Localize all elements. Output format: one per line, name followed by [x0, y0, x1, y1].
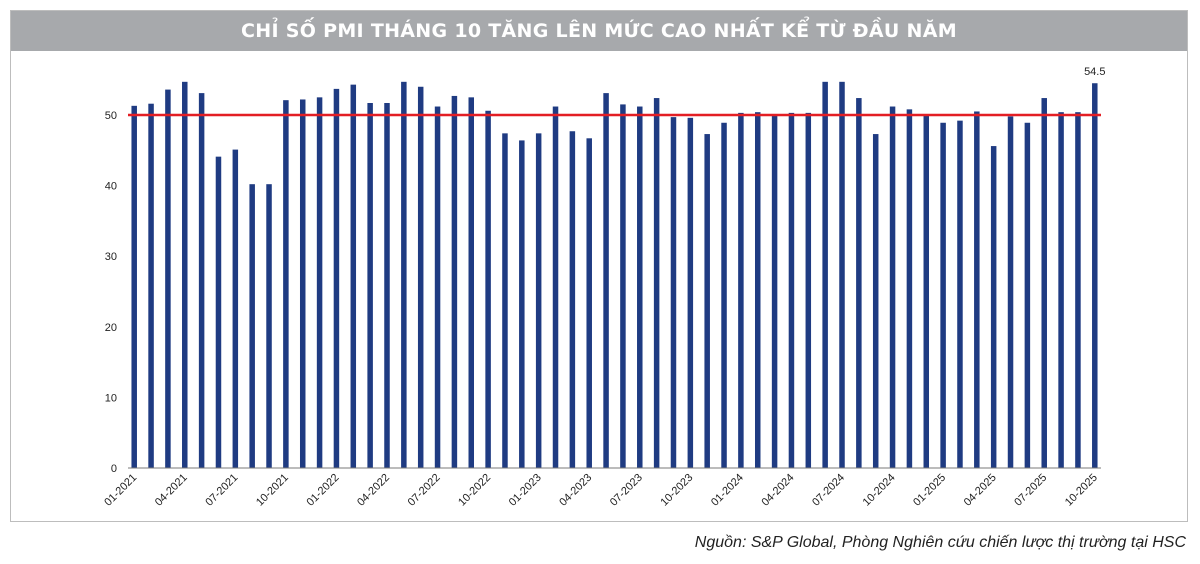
y-tick-label: 0 — [111, 463, 117, 475]
x-tick-label: 07-2024 — [810, 472, 847, 509]
bar — [856, 98, 862, 468]
bar — [266, 184, 272, 469]
bar — [771, 115, 778, 469]
bar — [148, 103, 154, 469]
bar — [990, 146, 997, 468]
x-tick-label: 04-2025 — [962, 472, 999, 509]
bar — [367, 102, 373, 469]
x-tick-label: 10-2024 — [861, 472, 898, 509]
bar — [350, 84, 357, 468]
bar — [316, 97, 323, 468]
bar — [299, 99, 306, 468]
bar — [637, 106, 643, 468]
y-tick-label: 20 — [105, 322, 117, 334]
bar — [182, 81, 188, 469]
bar — [653, 98, 660, 468]
bar — [333, 88, 340, 469]
bar — [569, 131, 576, 468]
bar — [822, 81, 828, 469]
x-tick-label: 07-2021 — [203, 472, 240, 509]
bar — [249, 184, 255, 469]
x-tick-label: 04-2022 — [355, 472, 392, 509]
bar — [417, 86, 424, 468]
x-tick-label: 10-2025 — [1063, 472, 1100, 509]
bar — [1041, 98, 1047, 468]
bar — [906, 109, 913, 469]
x-tick-label: 10-2022 — [456, 472, 493, 509]
bar — [535, 133, 542, 468]
bar — [1075, 112, 1081, 468]
bar — [198, 93, 205, 468]
x-tick-label: 07-2025 — [1012, 472, 1049, 509]
bar — [670, 117, 677, 469]
bar — [754, 112, 761, 468]
bars — [131, 81, 1098, 469]
bar — [620, 104, 626, 468]
x-tick-label: 04-2023 — [557, 472, 594, 509]
bar — [485, 110, 491, 468]
x-tick-label: 04-2021 — [153, 472, 190, 509]
bar — [603, 93, 609, 468]
bar — [519, 140, 525, 468]
bar — [232, 149, 239, 468]
bar — [704, 134, 710, 468]
x-tick-label: 01-2021 — [102, 472, 139, 509]
x-tick-label: 01-2022 — [305, 472, 342, 509]
bar — [974, 111, 980, 468]
bar — [839, 81, 845, 469]
bar — [721, 122, 727, 469]
title-bar: CHỈ SỐ PMI THÁNG 10 TĂNG LÊN MỨC CAO NHẤ… — [11, 11, 1187, 51]
bar — [889, 106, 896, 468]
bar — [923, 115, 930, 468]
bar — [738, 112, 744, 468]
x-tick-label: 01-2025 — [911, 472, 948, 509]
bar — [687, 117, 694, 468]
bar — [1092, 83, 1098, 469]
y-tick-label: 40 — [105, 181, 117, 193]
x-tick-label: 01-2024 — [709, 472, 746, 509]
x-tick-label: 10-2023 — [658, 472, 695, 509]
bar — [872, 134, 879, 468]
bar — [468, 97, 475, 468]
bar — [1007, 116, 1014, 469]
x-tick-label: 04-2024 — [760, 472, 797, 509]
x-tick-label: 07-2022 — [406, 472, 443, 509]
bar — [1058, 112, 1064, 468]
bar — [502, 133, 508, 468]
bar — [788, 112, 795, 468]
source-note: Nguồn: S&P Global, Phòng Nghiên cứu chiế… — [694, 534, 1186, 551]
annotations: 54.5 — [1084, 66, 1105, 78]
y-tick-label: 30 — [105, 251, 117, 263]
bar — [957, 120, 963, 468]
bar — [215, 156, 222, 468]
y-tick-label: 10 — [105, 392, 117, 404]
x-tick-label: 07-2023 — [608, 472, 645, 509]
bar — [131, 105, 137, 469]
bar — [805, 112, 812, 468]
y-tick-label: 50 — [105, 110, 117, 122]
bar — [165, 89, 171, 469]
x-tick-label: 10-2021 — [254, 472, 291, 509]
bar — [283, 100, 289, 468]
chart-title: CHỈ SỐ PMI THÁNG 10 TĂNG LÊN MỨC CAO NHẤ… — [241, 20, 957, 42]
x-axis: 01-2021 04-2021 07-2021 10-2021 01-2022 04-20… — [102, 467, 1101, 509]
y-axis: 0 10 20 30 40 50 — [105, 110, 117, 475]
bar — [401, 81, 407, 469]
bar — [552, 106, 559, 468]
bar — [1024, 122, 1031, 469]
chart-frame: CHỈ SỐ PMI THÁNG 10 TĂNG LÊN MỨC CAO NHẤ… — [10, 10, 1188, 522]
bar — [586, 138, 592, 468]
data-label: 54.5 — [1084, 66, 1105, 78]
bar — [434, 106, 441, 468]
bar — [384, 102, 390, 469]
x-tick-label: 01-2023 — [507, 472, 544, 509]
pmi-bar-chart: 0 10 20 30 40 50 01-2021 04-2021 07-2021 10-2021… — [102, 66, 1105, 509]
bar — [940, 122, 946, 469]
bar — [451, 95, 458, 469]
